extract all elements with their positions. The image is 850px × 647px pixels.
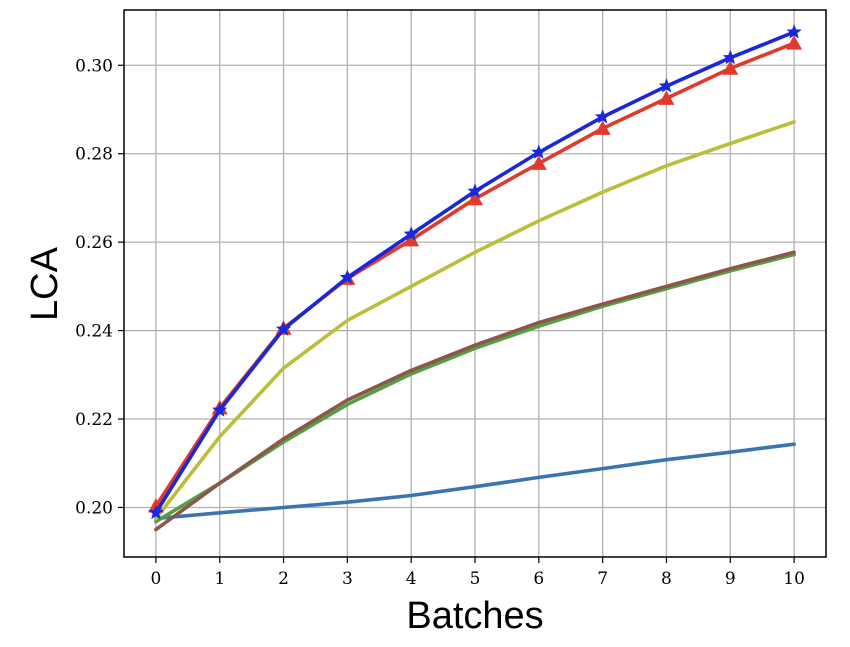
x-tick-label: 8 [661, 569, 672, 589]
data-point-star [531, 144, 547, 159]
data-point-triangle [786, 35, 803, 50]
data-point-star [595, 109, 611, 124]
data-point-triangle [594, 120, 611, 135]
data-point-star [339, 269, 355, 284]
x-tick-label: 2 [278, 569, 289, 589]
x-tick-label: 0 [150, 569, 161, 589]
data-point-star [212, 402, 228, 417]
series-line [154, 250, 796, 532]
x-tick-label: 9 [725, 569, 736, 589]
x-tick-label: 4 [406, 569, 417, 589]
data-point-star [467, 183, 483, 198]
data-point-star [786, 24, 802, 39]
series-line [154, 120, 796, 521]
x-tick-label: 7 [597, 569, 608, 589]
x-tick-label: 5 [470, 569, 481, 589]
data-point-triangle [467, 190, 483, 206]
series-5 [148, 24, 802, 520]
series-0 [154, 442, 796, 521]
x-tick-label: 6 [533, 569, 544, 589]
y-tick-label: 0.20 [75, 498, 113, 518]
series-line [154, 442, 796, 521]
grid-lines [124, 10, 826, 557]
data-point-star [403, 226, 419, 241]
y-tick-label: 0.26 [75, 233, 113, 253]
data-point-triangle [403, 231, 420, 247]
x-tick-label: 10 [783, 569, 805, 589]
y-tick-label: 0.24 [75, 322, 113, 342]
data-point-star [658, 78, 675, 93]
series-3 [154, 120, 796, 521]
x-axis-label: Batches [406, 595, 543, 637]
data-point-triangle [530, 155, 547, 170]
y-axis-label: LCA [24, 246, 66, 321]
data-point-triangle [722, 60, 739, 75]
data-series [147, 24, 803, 532]
data-point-triangle [658, 90, 675, 105]
axis-ticks: 0 1 2 3 4 5 6 7 8 9 10 0.20 0.22 0.24 0.26 0.28 0.30 [75, 56, 805, 589]
series-2 [154, 250, 796, 532]
data-point-star [148, 504, 164, 520]
y-tick-label: 0.30 [75, 56, 113, 76]
data-point-star [722, 49, 738, 65]
y-tick-label: 0.22 [75, 410, 113, 430]
x-tick-label: 1 [214, 569, 225, 589]
data-point-star [275, 321, 292, 336]
y-tick-label: 0.28 [75, 145, 113, 165]
x-tick-label: 3 [342, 569, 353, 589]
